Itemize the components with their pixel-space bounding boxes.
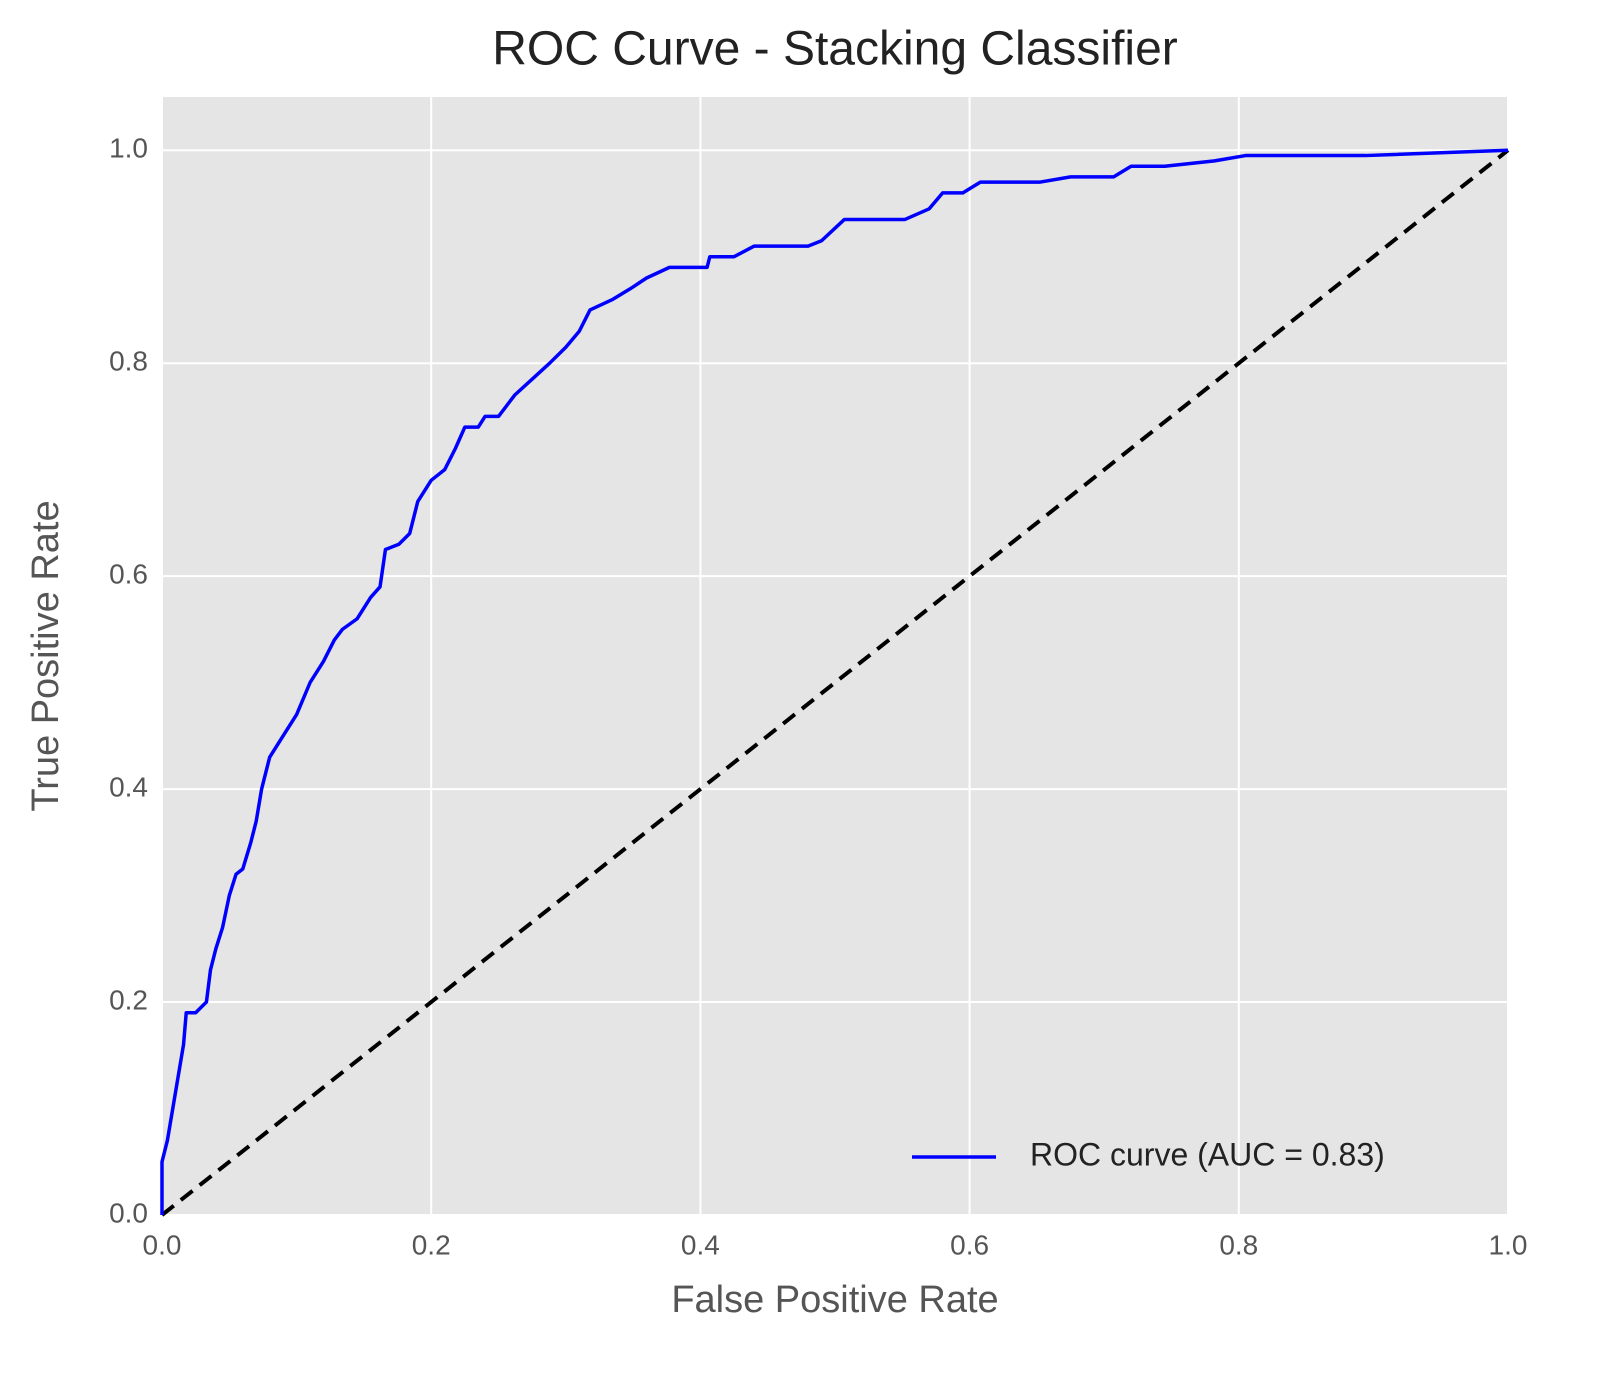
x-tick-label: 1.0 [1489, 1229, 1528, 1260]
reference-line [160, 148, 1510, 1217]
y-tick-label: 0.2 [109, 984, 148, 1015]
x-tick-label: 0.0 [143, 1229, 182, 1260]
legend-label: ROC curve (AUC = 0.83) [1030, 1136, 1385, 1172]
x-tick-label: 0.8 [1219, 1229, 1258, 1260]
plot-background [162, 97, 1508, 1215]
y-tick-label: 0.8 [109, 346, 148, 377]
x-tick-label: 0.4 [681, 1229, 720, 1260]
y-axis-label: True Positive Rate [25, 500, 67, 811]
x-tick-label: 0.6 [950, 1229, 989, 1260]
chart-title: ROC Curve - Stacking Classifier [492, 23, 1178, 76]
roc-line [160, 148, 1509, 1215]
x-tick-label: 0.2 [412, 1229, 451, 1260]
y-tick-label: 0.0 [109, 1197, 148, 1228]
x-axis-label: False Positive Rate [671, 1279, 998, 1321]
y-tick-label: 0.6 [109, 559, 148, 590]
y-tick-label: 0.4 [109, 771, 148, 802]
y-tick-label: 1.0 [109, 133, 148, 164]
